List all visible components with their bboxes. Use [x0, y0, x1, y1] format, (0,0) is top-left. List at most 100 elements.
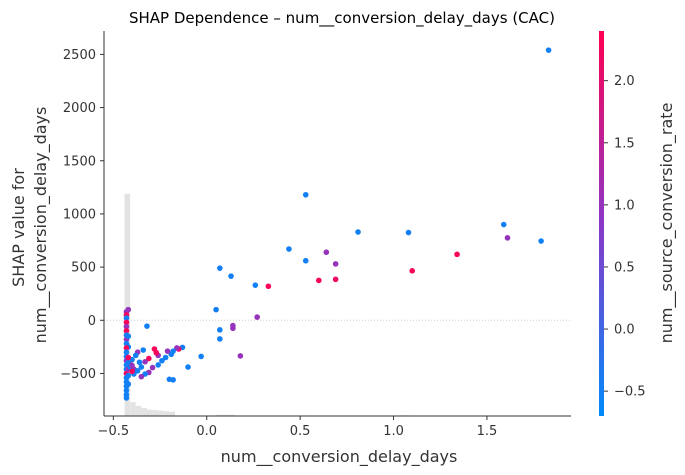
colorbar-tick-label-4: 1.5 [614, 136, 635, 151]
scatter-point-8 [302, 191, 309, 198]
y-tick-label-3: 1000 [63, 207, 96, 222]
x-tick-label-4: 1.5 [477, 424, 498, 439]
scatter-point-30 [174, 345, 180, 351]
histogram-bar-5 [152, 410, 159, 416]
scatter-point-88 [125, 306, 132, 313]
scatter-point-51 [132, 352, 139, 359]
scatter-point-26 [198, 353, 204, 360]
scatter-point-9 [286, 246, 292, 252]
scatter-point-87 [125, 333, 132, 340]
scatter-point-20 [228, 273, 234, 279]
scatter-point-12 [332, 261, 339, 267]
histogram-bar-8 [169, 411, 175, 416]
scatter-point-91 [129, 362, 135, 369]
scatter-point-84 [125, 372, 132, 379]
scatter-point-65 [123, 328, 130, 334]
colorbar-tick-label-5: 2.0 [614, 74, 635, 89]
scatter-point-34 [168, 351, 175, 358]
colorbar-label: num__source_conversion_rate [657, 103, 677, 344]
scatter-point-23 [217, 336, 223, 342]
scatter-point-6 [409, 268, 416, 274]
histogram-bar-0 [124, 193, 131, 416]
scatter-point-41 [155, 362, 161, 368]
scatter-point-69 [123, 345, 130, 351]
x-axis-label: num__conversion_delay_days [221, 447, 458, 467]
scatter-point-27 [185, 364, 191, 370]
scatter-point-81 [123, 395, 130, 401]
y-tick-label-5: 2000 [63, 101, 96, 116]
histogram-bar-9 [216, 414, 235, 416]
scatter-point-64 [123, 323, 130, 330]
histogram-bar-7 [163, 411, 170, 416]
y-axis-label: SHAP value for num__conversion_delay_day… [9, 107, 51, 344]
x-axis-ticks: −0.5 0.0 0.5 1.0 1.5 [98, 416, 498, 439]
scatter-point-79 [123, 387, 130, 394]
scatter-point-14 [332, 276, 339, 283]
scatter-point-16 [252, 282, 259, 288]
scatter-point-3 [538, 238, 544, 244]
scatter-point-62 [123, 315, 130, 321]
scatter-point-37 [159, 357, 165, 364]
colorbar-tick-label-3: 1.0 [614, 198, 635, 213]
colorbar-ticks: −0.5 0.0 0.5 1.0 1.5 2.0 [604, 74, 646, 400]
scatter-point-50 [136, 359, 143, 366]
scatter-point-63 [123, 319, 130, 326]
scatter-point-47 [144, 323, 150, 329]
scatter-point-40 [151, 346, 158, 352]
scatter-point-43 [146, 355, 152, 362]
scatter-point-46 [140, 347, 147, 353]
scatter-point-10 [302, 257, 309, 264]
histogram [124, 193, 413, 416]
colorbar [599, 31, 604, 416]
scatter-point-21 [213, 306, 219, 313]
scatter-point-1 [500, 221, 507, 228]
x-tick-label-1: 0.0 [196, 424, 217, 439]
scatter-point-85 [125, 381, 132, 387]
x-tick-label-3: 1.0 [383, 424, 404, 439]
scatter-point-70 [123, 349, 130, 355]
scatter-point-5 [405, 229, 412, 236]
colorbar-tick-label-0: −0.5 [614, 385, 646, 400]
scatter-point-2 [504, 235, 511, 241]
scatter-point-0 [545, 47, 552, 53]
histogram-bar-4 [146, 409, 153, 416]
scatter-points [123, 47, 552, 401]
y-axis-label-line1: SHAP value for [9, 168, 28, 287]
scatter-point-22 [217, 327, 223, 333]
scatter-point-86 [125, 354, 132, 361]
y-tick-label-0: −500 [60, 367, 96, 382]
histogram-bar-1 [130, 402, 136, 416]
scatter-point-57 [138, 373, 145, 380]
scatter-point-15 [265, 283, 272, 290]
scatter-point-25 [230, 325, 236, 332]
y-tick-label-2: 500 [71, 261, 96, 276]
scatter-point-35 [164, 348, 171, 354]
scatter-point-7 [355, 229, 361, 235]
y-axis-label-line2: num__conversion_delay_days [31, 107, 51, 344]
y-tick-label-1: 0 [88, 314, 96, 329]
x-tick-label-0: −0.5 [98, 424, 130, 439]
y-axis-ticks: −500 0 500 1000 1500 2000 2500 [60, 48, 104, 382]
scatter-point-17 [254, 314, 260, 320]
scatter-point-44 [142, 358, 148, 365]
scatter-point-4 [454, 251, 460, 258]
histogram-bar-2 [135, 405, 142, 416]
scatter-point-33 [166, 376, 173, 383]
scatter-point-45 [138, 364, 145, 370]
scatter-point-90 [129, 368, 135, 375]
scatter-point-36 [162, 354, 169, 361]
scatter-point-18 [237, 353, 244, 359]
scatter-point-13 [316, 277, 322, 284]
y-tick-label-4: 1500 [63, 154, 96, 169]
y-tick-label-6: 2500 [63, 48, 96, 63]
histogram-bar-6 [158, 410, 164, 416]
scatter-point-55 [134, 367, 141, 374]
x-tick-label-2: 0.5 [290, 424, 311, 439]
scatter-point-19 [217, 265, 223, 271]
scatter-point-42 [149, 364, 156, 371]
scatter-point-68 [123, 340, 130, 347]
histogram-bar-3 [141, 408, 147, 416]
colorbar-tick-label-1: 0.0 [614, 323, 635, 338]
chart-title: SHAP Dependence – num__conversion_delay_… [129, 9, 555, 28]
